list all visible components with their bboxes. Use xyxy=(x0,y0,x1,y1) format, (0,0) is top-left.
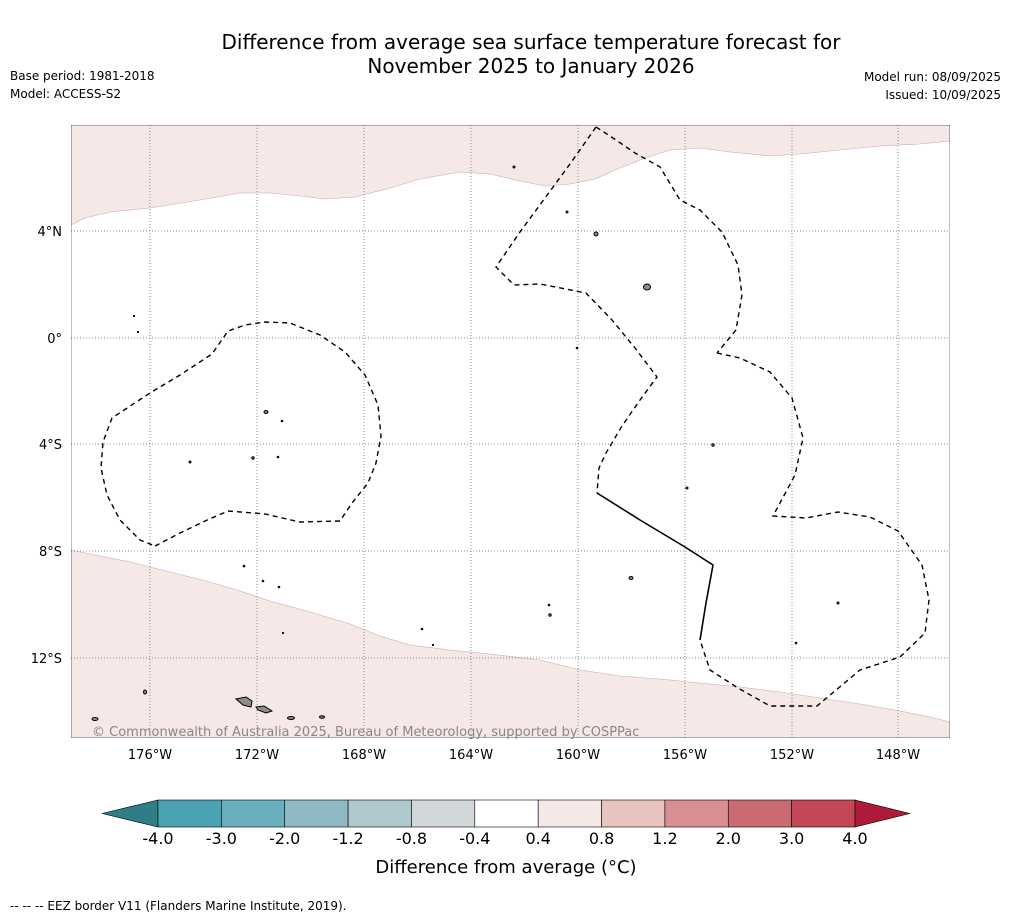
base-period: Base period: 1981-2018 xyxy=(10,69,155,83)
colorbar-tick-label: -0.8 xyxy=(396,829,427,848)
island-tabuaeran xyxy=(593,231,599,237)
eez-border-line-islands-west xyxy=(495,126,658,494)
eez-border-line-islands-north xyxy=(595,126,743,354)
colorbar-segment xyxy=(601,799,666,828)
anomaly-region-north xyxy=(71,125,950,226)
colorbar-tick-label: 4.0 xyxy=(842,829,867,848)
anomaly-region-south xyxy=(71,549,950,738)
island-palmyra xyxy=(512,165,516,169)
lat-label: 4°N xyxy=(38,225,63,240)
colorbar-segment xyxy=(347,799,412,828)
colorbar-tick-label: -1.2 xyxy=(332,829,363,848)
lon-label: 168°W xyxy=(342,748,386,763)
island-vostok xyxy=(685,486,689,490)
longitude-labels: 176°W 172°W 168°W 164°W 160°W 156°W 152°W 148°W xyxy=(128,748,920,763)
colorbar-segment xyxy=(727,799,792,828)
colorbar-segment xyxy=(157,799,222,828)
colorbar-tick-label: 1.2 xyxy=(652,829,677,848)
colorbar-extend-low xyxy=(101,799,159,828)
eez-border-kiribati-phoenix xyxy=(100,321,382,547)
colorbar-tick-label: 2.0 xyxy=(716,829,741,848)
map-title: Difference from average sea surface temp… xyxy=(0,30,1011,78)
lat-label: 4°S xyxy=(39,438,62,453)
colorbar-segment xyxy=(284,799,349,828)
island-tokelau-fakaofo xyxy=(277,585,281,589)
island-suwarrow xyxy=(281,631,285,635)
island-birnie xyxy=(276,455,280,459)
island-tokelau-atafu xyxy=(242,564,246,568)
island-kanton xyxy=(263,410,269,414)
colorbar-segment xyxy=(791,799,856,828)
title-line-1: Difference from average sea surface temp… xyxy=(221,30,841,54)
island-malden xyxy=(628,576,634,580)
colorbar: -4.0 -3.0 -2.0 -1.2 -0.8 -0.4 0.4 0.8 1.2 2.0 3.0 4… xyxy=(101,799,911,848)
lat-label: 0° xyxy=(47,332,62,347)
islands xyxy=(91,165,840,721)
lon-label: 176°W xyxy=(128,748,172,763)
island-enderbury xyxy=(280,419,284,423)
island-swains xyxy=(143,689,147,695)
colorbar-tick-label: -0.4 xyxy=(459,829,490,848)
colorbar-segment xyxy=(664,799,729,828)
island-flint xyxy=(794,641,798,645)
model-run: Model run: 08/09/2025 xyxy=(863,70,1001,84)
copyright-notice: © Commonwealth of Australia 2025, Bureau… xyxy=(92,725,639,740)
island-upolu xyxy=(234,696,253,708)
lon-label: 148°W xyxy=(876,748,920,763)
eez-border-line-islands-south xyxy=(699,352,930,707)
island-nikumaroro xyxy=(188,460,192,464)
latitude-labels: 4°N 0° 4°S 8°S 12°S xyxy=(31,225,62,667)
island-kiritimati xyxy=(643,283,651,291)
map-area xyxy=(71,125,950,738)
colorbar-tick-label: -4.0 xyxy=(142,829,173,848)
island-teraina xyxy=(565,210,569,214)
colorbar-extend-high xyxy=(854,799,911,828)
island-caroline xyxy=(836,601,840,605)
title-line-2: November 2025 to January 2026 xyxy=(367,54,695,78)
lat-label: 12°S xyxy=(31,652,62,667)
island-manihiki xyxy=(431,643,435,647)
island-starbuck xyxy=(711,443,715,447)
eez-border-solid-segment xyxy=(596,492,714,641)
island-manra xyxy=(251,456,255,460)
island-howland xyxy=(136,330,140,334)
lon-label: 152°W xyxy=(770,748,814,763)
colorbar-tick-label: -2.0 xyxy=(269,829,300,848)
colorbar-segment xyxy=(221,799,286,828)
lat-label: 8°S xyxy=(39,545,62,560)
island-baker xyxy=(132,314,136,318)
lon-label: 164°W xyxy=(449,748,493,763)
model-name: Model: ACCESS-S2 xyxy=(10,87,122,101)
island-rakahanga xyxy=(548,613,552,617)
colorbar-tick-label: 0.4 xyxy=(525,829,550,848)
colorbar-tick-label: -3.0 xyxy=(206,829,237,848)
colorbar-segment xyxy=(537,799,602,828)
issued-date: Issued: 10/09/2025 xyxy=(885,88,1001,102)
colorbar-segment xyxy=(474,799,539,828)
colorbar-segment xyxy=(411,799,476,828)
meta-left: Base period: 1981-2018 Model: ACCESS-S2 xyxy=(10,67,155,103)
island-tutuila xyxy=(287,716,295,720)
colorbar-title: Difference from average (°C) xyxy=(375,857,636,878)
island-jarvis xyxy=(575,346,579,350)
footnote-eez: -- -- -- EEZ border V11 (Flanders Marine… xyxy=(10,899,347,913)
island-pukapuka xyxy=(420,627,424,631)
island-tokelau-nukunonu xyxy=(261,579,265,583)
lon-label: 160°W xyxy=(556,748,600,763)
graticule xyxy=(71,125,950,738)
lon-label: 156°W xyxy=(663,748,707,763)
island-penrhyn xyxy=(547,603,551,607)
island-savaii xyxy=(255,705,274,714)
eez-borders xyxy=(100,126,930,707)
lon-label: 172°W xyxy=(235,748,279,763)
colorbar-tick-label: 3.0 xyxy=(779,829,804,848)
island-wallis xyxy=(91,717,99,721)
meta-right: Model run: 08/09/2025 Issued: 10/09/2025 xyxy=(864,68,1001,104)
island-manua xyxy=(319,715,325,719)
colorbar-tick-label: 0.8 xyxy=(589,829,614,848)
